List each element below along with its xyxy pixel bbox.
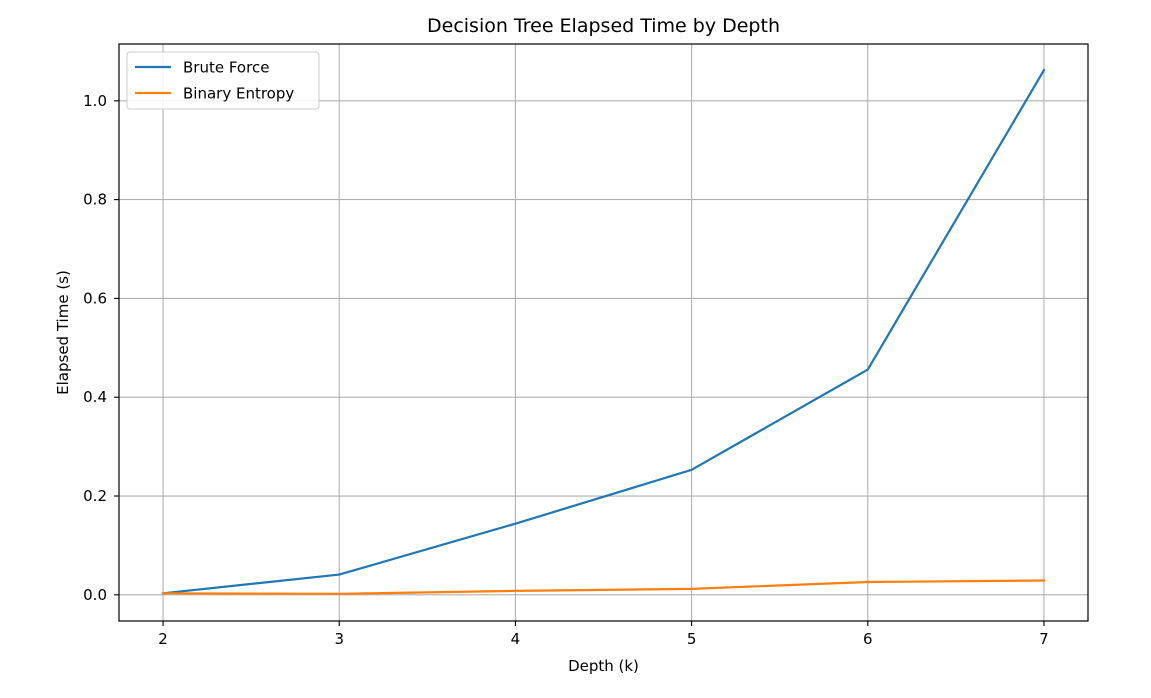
y-tick-label: 1.0 [83,92,107,110]
legend-box [126,51,320,110]
y-tick-label: 0.0 [83,586,107,604]
series-lines [161,68,1046,595]
x-tick-label: 6 [863,630,873,648]
x-tick-label: 3 [334,630,344,648]
grid-lines [119,44,1088,621]
legend-label-brute-force: Brute Force [183,59,269,77]
axis-ticks: 2 3 4 5 6 7 0.0 0.2 0.4 0.6 0.8 1.0 [83,92,1049,648]
series-line-binary-entropy [161,579,1046,595]
y-tick-label: 0.4 [83,388,107,406]
series-line-brute-force [161,68,1046,595]
plot-frame [118,43,1089,622]
x-tick-label: 4 [511,630,521,648]
x-tick-label: 7 [1039,630,1049,648]
y-axis-label: Elapsed Time (s) [54,270,72,395]
x-tick-label: 5 [687,630,697,648]
x-tick-label: 2 [158,630,168,648]
y-tick-label: 0.8 [83,191,107,209]
y-tick-label: 0.2 [83,487,107,505]
legend: Brute Force Binary Entropy [126,51,320,110]
x-axis-label: Depth (k) [568,657,639,675]
legend-label-binary-entropy: Binary Entropy [183,85,294,103]
y-tick-label: 0.6 [83,289,107,307]
chart-title: Decision Tree Elapsed Time by Depth [427,15,780,37]
